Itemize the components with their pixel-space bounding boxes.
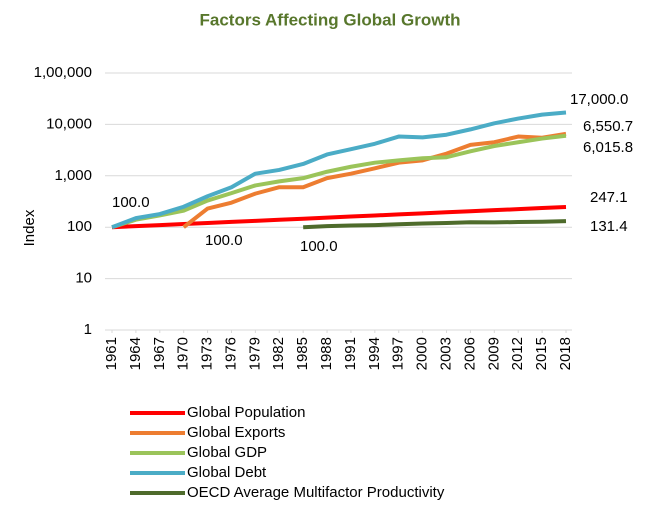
legend-label: OECD Average Multifactor Productivity	[187, 484, 445, 501]
x-tick-label: 1964	[127, 337, 144, 370]
x-tick-label: 1973	[199, 337, 216, 370]
y-tick-label: 10	[75, 270, 92, 287]
y-tick-label: 10,000	[46, 115, 92, 132]
series-line	[182, 131, 567, 229]
annotation: 100.0	[300, 238, 338, 255]
y-tick-label: 1	[84, 321, 92, 338]
legend-label: Global Exports	[187, 424, 285, 441]
x-tick-label: 1979	[246, 337, 263, 370]
x-tick-label: 2006	[461, 337, 478, 370]
x-tick-label: 1988	[318, 337, 335, 370]
y-axis-label: Index	[21, 209, 38, 246]
series-line	[111, 133, 567, 230]
x-tick-label: 2015	[533, 337, 550, 370]
x-tick-label: 2012	[509, 337, 526, 370]
series-line	[303, 219, 567, 230]
x-tick-label: 1991	[342, 337, 359, 370]
x-tick-label: 1967	[151, 337, 168, 370]
annotation: 6,015.8	[583, 139, 633, 156]
x-tick-label: 2000	[414, 337, 431, 370]
legend-label: Global GDP	[187, 444, 267, 461]
annotation: 131.4	[590, 218, 628, 235]
x-tick-label: 1985	[294, 337, 311, 370]
x-tick-label: 2018	[557, 337, 574, 370]
annotation: 17,000.0	[570, 91, 628, 108]
annotation: 247.1	[590, 189, 628, 206]
series-line	[111, 110, 567, 230]
y-tick-label: 1,00,000	[34, 64, 92, 81]
x-tick-label: 1997	[390, 337, 407, 370]
y-tick-label: 1,000	[54, 167, 92, 184]
legend-label: Global Debt	[187, 464, 267, 481]
annotation: 100.0	[112, 194, 150, 211]
x-tick-label: 1970	[175, 337, 192, 370]
x-tick-label: 2003	[437, 337, 454, 370]
legend-label: Global Population	[187, 404, 305, 421]
x-tick-label: 1994	[366, 337, 383, 370]
annotation: 6,550.7	[583, 118, 633, 135]
x-tick-label: 1976	[222, 337, 239, 370]
y-tick-label: 100	[67, 218, 92, 235]
x-tick-label: 1961	[103, 337, 120, 370]
x-tick-label: 2009	[485, 337, 502, 370]
x-tick-label: 1982	[270, 337, 287, 370]
annotation: 100.0	[205, 232, 243, 249]
chart-title: Factors Affecting Global Growth	[200, 10, 461, 29]
